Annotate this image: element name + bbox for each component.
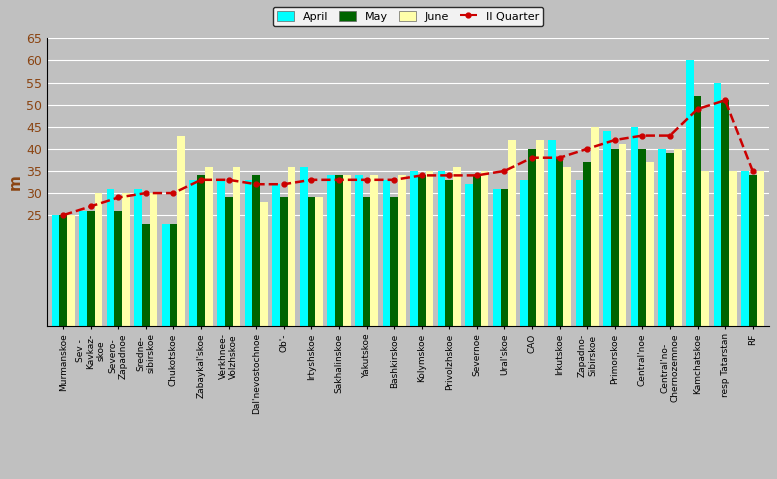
Bar bbox=[500, 189, 508, 326]
Bar bbox=[576, 180, 584, 326]
Bar bbox=[272, 184, 280, 326]
Bar bbox=[611, 149, 618, 326]
Bar bbox=[59, 215, 67, 326]
Bar bbox=[658, 149, 666, 326]
Bar bbox=[162, 224, 169, 326]
Bar bbox=[95, 193, 103, 326]
Bar bbox=[382, 180, 390, 326]
Bar bbox=[260, 202, 268, 326]
Bar bbox=[741, 171, 749, 326]
Bar bbox=[225, 197, 232, 326]
Bar bbox=[106, 189, 114, 326]
Bar bbox=[465, 184, 473, 326]
Bar bbox=[445, 180, 453, 326]
Bar bbox=[674, 149, 681, 326]
Bar bbox=[142, 224, 150, 326]
Bar bbox=[169, 224, 177, 326]
Bar bbox=[508, 140, 516, 326]
Legend: April, May, June, II Quarter: April, May, June, II Quarter bbox=[273, 7, 543, 26]
Bar bbox=[398, 175, 406, 326]
Bar bbox=[51, 215, 59, 326]
Bar bbox=[308, 197, 315, 326]
Bar bbox=[686, 60, 694, 326]
Bar bbox=[205, 167, 213, 326]
Bar bbox=[453, 167, 461, 326]
Bar bbox=[253, 175, 260, 326]
Bar bbox=[418, 175, 426, 326]
Bar bbox=[343, 175, 350, 326]
Bar bbox=[603, 131, 611, 326]
Bar bbox=[67, 215, 75, 326]
Bar bbox=[150, 193, 158, 326]
Bar bbox=[134, 189, 142, 326]
Bar bbox=[280, 197, 287, 326]
Bar bbox=[426, 171, 434, 326]
Bar bbox=[631, 127, 639, 326]
Bar bbox=[371, 175, 378, 326]
Bar bbox=[639, 149, 646, 326]
Bar bbox=[87, 211, 95, 326]
Bar bbox=[315, 197, 323, 326]
Bar bbox=[79, 211, 87, 326]
Bar bbox=[536, 140, 544, 326]
Bar bbox=[646, 162, 654, 326]
Bar bbox=[618, 145, 626, 326]
Bar bbox=[528, 149, 536, 326]
Bar bbox=[437, 171, 445, 326]
Bar bbox=[363, 197, 371, 326]
Bar bbox=[122, 193, 130, 326]
Bar bbox=[757, 171, 765, 326]
Bar bbox=[563, 167, 571, 326]
Bar bbox=[729, 171, 737, 326]
Bar bbox=[287, 167, 295, 326]
Bar bbox=[232, 167, 240, 326]
Bar bbox=[713, 82, 721, 326]
Bar bbox=[548, 140, 556, 326]
Bar bbox=[666, 153, 674, 326]
Bar bbox=[327, 175, 335, 326]
Bar bbox=[197, 175, 205, 326]
Bar bbox=[335, 175, 343, 326]
Bar bbox=[591, 127, 599, 326]
Bar bbox=[245, 180, 253, 326]
Bar bbox=[190, 180, 197, 326]
Bar bbox=[473, 175, 481, 326]
Bar bbox=[481, 171, 489, 326]
Bar bbox=[702, 171, 709, 326]
Bar bbox=[355, 175, 363, 326]
Bar bbox=[390, 197, 398, 326]
Bar bbox=[410, 171, 418, 326]
Bar bbox=[721, 100, 729, 326]
Y-axis label: m: m bbox=[8, 174, 23, 190]
Bar bbox=[114, 211, 122, 326]
Bar bbox=[584, 162, 591, 326]
Bar bbox=[694, 96, 702, 326]
Bar bbox=[300, 167, 308, 326]
Bar bbox=[217, 180, 225, 326]
Bar bbox=[556, 158, 563, 326]
Bar bbox=[493, 189, 500, 326]
Bar bbox=[177, 136, 185, 326]
Bar bbox=[749, 175, 757, 326]
Bar bbox=[521, 180, 528, 326]
